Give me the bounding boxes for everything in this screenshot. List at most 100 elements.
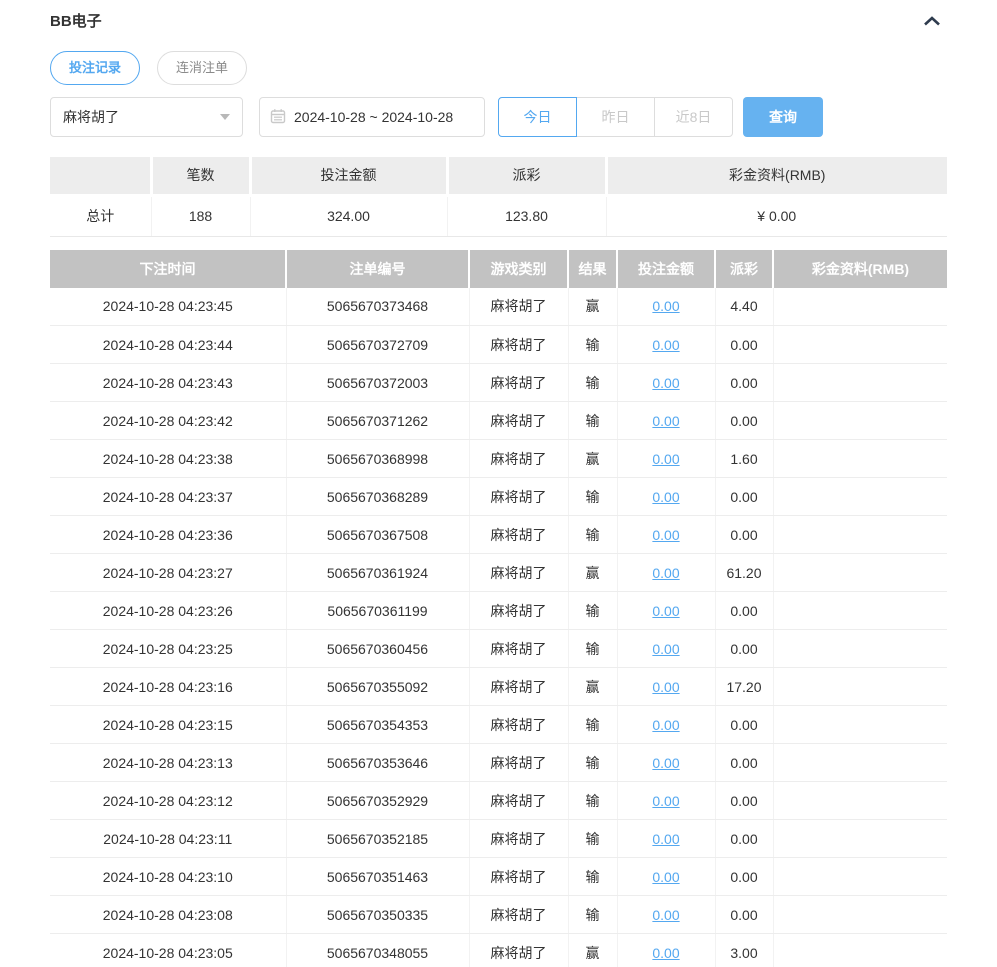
table-row: 2024-10-28 04:23:38 5065670368998 麻将胡了 赢… bbox=[50, 439, 947, 478]
bet-amount-cell: 0.00 bbox=[617, 743, 716, 782]
collapse-panel-button[interactable] bbox=[917, 13, 947, 29]
bet-amount-cell: 0.00 bbox=[617, 629, 716, 668]
bet-time-cell: 2024-10-28 04:23:26 bbox=[50, 591, 287, 630]
result-cell: 输 bbox=[568, 401, 618, 440]
order-number-cell: 5065670360456 bbox=[286, 629, 470, 668]
bet-amount-link[interactable]: 0.00 bbox=[652, 716, 680, 733]
bet-amount-link[interactable]: 0.00 bbox=[652, 298, 680, 315]
bet-amount-link[interactable]: 0.00 bbox=[652, 640, 680, 657]
order-number-cell: 5065670350335 bbox=[286, 895, 470, 934]
order-number-cell: 5065670353646 bbox=[286, 743, 470, 782]
bet-amount-link[interactable]: 0.00 bbox=[652, 488, 680, 505]
summary-total-count: 188 bbox=[151, 195, 251, 237]
bonus-cell bbox=[773, 553, 947, 592]
bet-amount-cell: 0.00 bbox=[617, 287, 716, 326]
payout-cell: 0.00 bbox=[715, 325, 774, 364]
bonus-cell bbox=[773, 743, 947, 782]
result-cell: 输 bbox=[568, 895, 618, 934]
bet-amount-cell: 0.00 bbox=[617, 439, 716, 478]
quick-date-button-group: 今日 昨日 近8日 bbox=[498, 97, 733, 137]
bet-amount-link[interactable]: 0.00 bbox=[652, 564, 680, 581]
order-number-cell: 5065670352185 bbox=[286, 819, 470, 858]
tab-bet-records[interactable]: 投注记录 bbox=[50, 51, 141, 85]
bet-time-cell: 2024-10-28 04:23:36 bbox=[50, 515, 287, 554]
payout-cell: 0.00 bbox=[715, 705, 774, 744]
bet-time-cell: 2024-10-28 04:23:10 bbox=[50, 857, 287, 896]
records-header-game: 游戏类别 bbox=[469, 249, 569, 288]
game-type-cell: 麻将胡了 bbox=[469, 553, 569, 592]
result-cell: 输 bbox=[568, 515, 618, 554]
bet-amount-link[interactable]: 0.00 bbox=[652, 450, 680, 467]
bet-amount-link[interactable]: 0.00 bbox=[652, 336, 680, 353]
bet-amount-link[interactable]: 0.00 bbox=[652, 602, 680, 619]
game-type-cell: 麻将胡了 bbox=[469, 933, 569, 967]
last-8-days-button[interactable]: 近8日 bbox=[654, 97, 733, 137]
payout-cell: 3.00 bbox=[715, 933, 774, 967]
table-row: 2024-10-28 04:23:37 5065670368289 麻将胡了 输… bbox=[50, 477, 947, 516]
order-number-cell: 5065670355092 bbox=[286, 667, 470, 706]
order-number-cell: 5065670351463 bbox=[286, 857, 470, 896]
records-header-bonus: 彩金资料(RMB) bbox=[773, 249, 947, 288]
bonus-cell bbox=[773, 667, 947, 706]
tab-cancelled-orders[interactable]: 连消注单 bbox=[157, 51, 248, 85]
table-row: 2024-10-28 04:23:16 5065670355092 麻将胡了 赢… bbox=[50, 667, 947, 706]
order-number-cell: 5065670372003 bbox=[286, 363, 470, 402]
order-number-cell: 5065670368998 bbox=[286, 439, 470, 478]
bet-amount-link[interactable]: 0.00 bbox=[652, 792, 680, 809]
table-row: 2024-10-28 04:23:15 5065670354353 麻将胡了 输… bbox=[50, 705, 947, 744]
game-select[interactable]: 麻将胡了 bbox=[50, 97, 243, 137]
table-row: 2024-10-28 04:23:27 5065670361924 麻将胡了 赢… bbox=[50, 553, 947, 592]
bet-amount-cell: 0.00 bbox=[617, 705, 716, 744]
result-cell: 赢 bbox=[568, 287, 618, 326]
bet-amount-link[interactable]: 0.00 bbox=[652, 526, 680, 543]
bet-amount-cell: 0.00 bbox=[617, 819, 716, 858]
game-type-cell: 麻将胡了 bbox=[469, 401, 569, 440]
bet-amount-cell: 0.00 bbox=[617, 857, 716, 896]
bet-time-cell: 2024-10-28 04:23:42 bbox=[50, 401, 287, 440]
bet-amount-link[interactable]: 0.00 bbox=[652, 754, 680, 771]
bet-amount-cell: 0.00 bbox=[617, 895, 716, 934]
summary-header-bonus: 彩金资料(RMB) bbox=[606, 157, 947, 197]
record-type-tabs: 投注记录 连消注单 bbox=[50, 51, 947, 85]
bet-amount-link[interactable]: 0.00 bbox=[652, 374, 680, 391]
order-number-cell: 5065670372709 bbox=[286, 325, 470, 364]
bet-amount-link[interactable]: 0.00 bbox=[652, 944, 680, 961]
bonus-cell bbox=[773, 477, 947, 516]
bet-amount-link[interactable]: 0.00 bbox=[652, 412, 680, 429]
order-number-cell: 5065670361924 bbox=[286, 553, 470, 592]
summary-total-row: 总计 188 324.00 123.80 ¥ 0.00 bbox=[50, 195, 947, 237]
bet-amount-cell: 0.00 bbox=[617, 553, 716, 592]
summary-total-bonus: ¥ 0.00 bbox=[606, 195, 947, 237]
bet-time-cell: 2024-10-28 04:23:25 bbox=[50, 629, 287, 668]
payout-cell: 4.40 bbox=[715, 287, 774, 326]
bet-amount-link[interactable]: 0.00 bbox=[652, 906, 680, 923]
payout-cell: 0.00 bbox=[715, 515, 774, 554]
bonus-cell bbox=[773, 895, 947, 934]
bet-time-cell: 2024-10-28 04:23:16 bbox=[50, 667, 287, 706]
game-type-cell: 麻将胡了 bbox=[469, 325, 569, 364]
game-type-cell: 麻将胡了 bbox=[469, 667, 569, 706]
page-title: BB电子 bbox=[50, 13, 102, 30]
bet-amount-link[interactable]: 0.00 bbox=[652, 830, 680, 847]
bet-time-cell: 2024-10-28 04:23:45 bbox=[50, 287, 287, 326]
table-row: 2024-10-28 04:23:44 5065670372709 麻将胡了 输… bbox=[50, 325, 947, 364]
bet-time-cell: 2024-10-28 04:23:37 bbox=[50, 477, 287, 516]
date-range-input[interactable]: 2024-10-28 ~ 2024-10-28 bbox=[259, 97, 485, 137]
bet-amount-link[interactable]: 0.00 bbox=[652, 868, 680, 885]
records-header-result: 结果 bbox=[568, 249, 618, 288]
payout-cell: 0.00 bbox=[715, 857, 774, 896]
query-button[interactable]: 查询 bbox=[743, 97, 823, 137]
bonus-cell bbox=[773, 933, 947, 967]
today-button[interactable]: 今日 bbox=[498, 97, 577, 137]
payout-cell: 0.00 bbox=[715, 629, 774, 668]
summary-header-bet-amount: 投注金额 bbox=[250, 157, 449, 197]
game-type-cell: 麻将胡了 bbox=[469, 857, 569, 896]
yesterday-button[interactable]: 昨日 bbox=[576, 97, 655, 137]
game-type-cell: 麻将胡了 bbox=[469, 819, 569, 858]
summary-table: 笔数 投注金额 派彩 彩金资料(RMB) 总计 188 324.00 123.8… bbox=[50, 157, 947, 237]
bonus-cell bbox=[773, 705, 947, 744]
bonus-cell bbox=[773, 629, 947, 668]
bet-amount-link[interactable]: 0.00 bbox=[652, 678, 680, 695]
order-number-cell: 5065670373468 bbox=[286, 287, 470, 326]
table-row: 2024-10-28 04:23:36 5065670367508 麻将胡了 输… bbox=[50, 515, 947, 554]
